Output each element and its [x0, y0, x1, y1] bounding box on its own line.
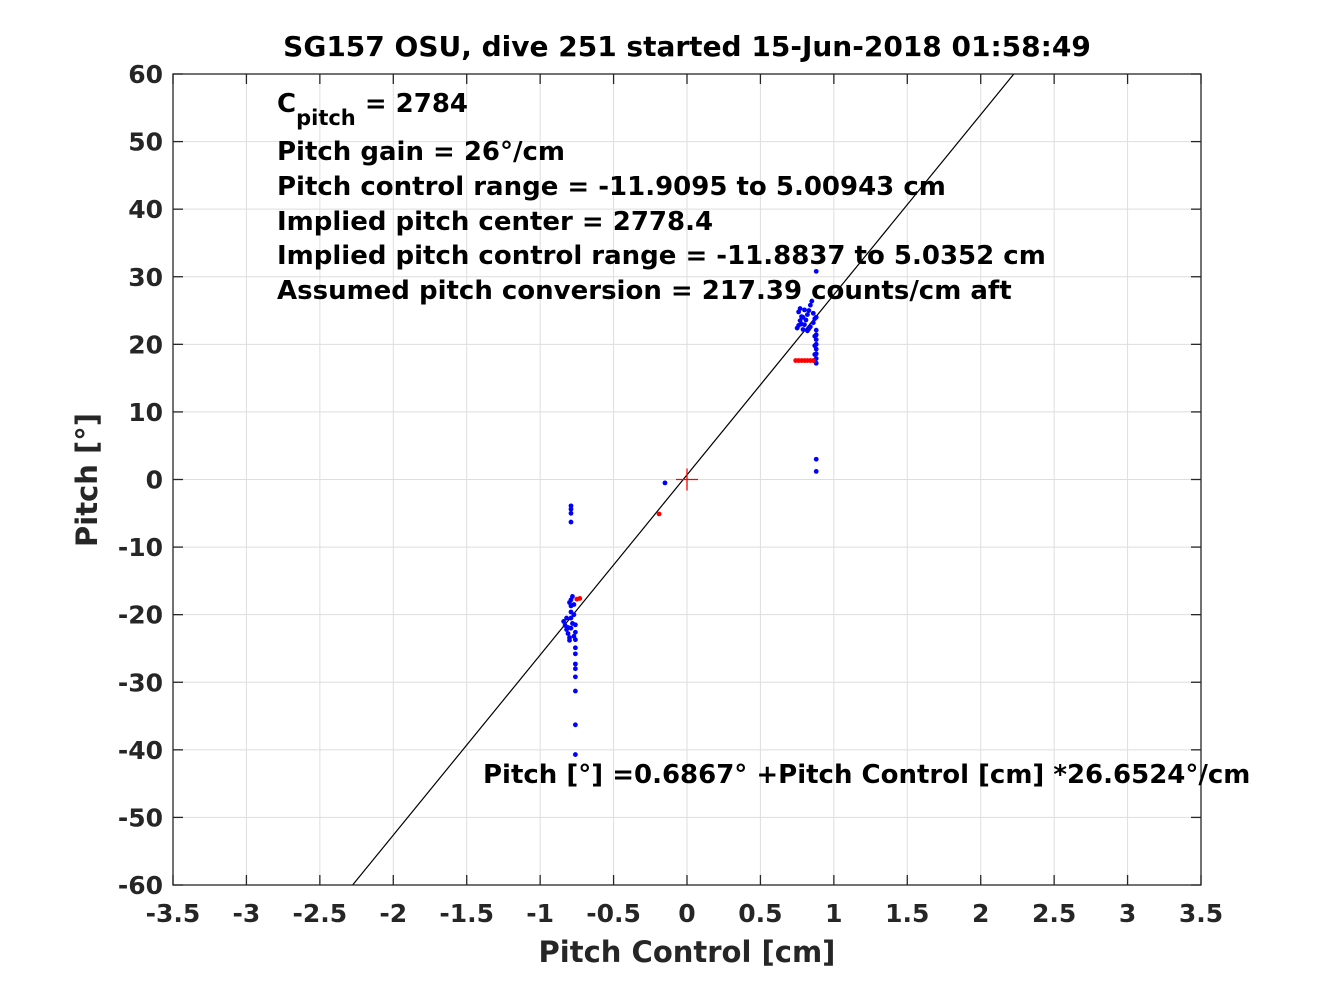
- y-tick-label: 40: [128, 195, 163, 224]
- pitch-control-range-annotation: Pitch control range = -11.9095 to 5.0094…: [277, 172, 946, 202]
- fit-equation-annotation: Pitch [°] =0.6867° +Pitch Control [cm] *…: [483, 760, 1250, 790]
- data-point: [567, 600, 572, 605]
- x-tick-label: 0.5: [738, 899, 782, 928]
- data-point: [802, 307, 807, 313]
- data-point: [812, 343, 818, 349]
- data-point: [806, 308, 812, 313]
- data-point: [561, 619, 567, 624]
- tick-labels: -3.5 -3 -2.5 -2 -1.5 -1 -0.5 0 0.5 1 1.5 2 2.5 3 3.5 -6…: [118, 60, 1223, 928]
- data-point: [656, 511, 662, 517]
- data-point: [568, 615, 574, 621]
- data-point: [572, 674, 578, 680]
- data-point: [568, 503, 574, 509]
- data-point: [810, 310, 816, 316]
- data-point: [807, 302, 813, 308]
- x-tick-label: 3: [1119, 899, 1136, 928]
- chart-title: SG157 OSU, dive 251 started 15-Jun-2018 …: [283, 30, 1091, 63]
- data-point: [572, 722, 578, 728]
- y-tick-label: 0: [146, 466, 163, 495]
- scatter-points: [561, 268, 819, 757]
- y-tick-label: -40: [118, 736, 163, 765]
- data-point: [800, 327, 806, 332]
- data-point: [568, 510, 574, 516]
- data-point: [572, 752, 578, 757]
- data-point: [568, 519, 574, 525]
- implied-pitch-control-range-annotation: Implied pitch control range = -11.8837 t…: [277, 241, 1046, 271]
- data-point: [813, 314, 819, 320]
- data-point: [805, 328, 810, 334]
- x-tick-label: -2.5: [293, 899, 348, 928]
- x-tick-label: -3: [233, 899, 261, 928]
- data-point: [807, 324, 813, 330]
- x-tick-label: -0.5: [586, 899, 641, 928]
- x-tick-label: -1: [526, 899, 554, 928]
- center-marker-group: [676, 468, 698, 491]
- x-tick-label: 2: [972, 899, 989, 928]
- y-tick-label: -50: [118, 803, 163, 832]
- data-point: [799, 321, 804, 327]
- x-axis-label: Pitch Control [cm]: [539, 935, 836, 969]
- data-point: [810, 320, 816, 326]
- x-tick-label: 1: [825, 899, 842, 928]
- data-point: [813, 468, 819, 474]
- x-tick-label: -3.5: [146, 899, 201, 928]
- axis-ticks: [172, 73, 1202, 886]
- data-point: [571, 612, 577, 618]
- x-tick-label: 1.5: [885, 899, 929, 928]
- data-point: [564, 615, 569, 621]
- data-point: [574, 596, 580, 602]
- y-tick-label: 30: [128, 263, 163, 292]
- y-axis-label: Pitch [°]: [70, 413, 104, 547]
- x-tick-label: 3.5: [1179, 899, 1223, 928]
- data-point: [572, 661, 578, 667]
- data-point: [809, 298, 815, 304]
- data-point: [812, 333, 818, 339]
- data-point: [572, 629, 578, 635]
- data-point: [572, 651, 578, 657]
- data-point: [813, 456, 819, 462]
- assumed-pitch-conversion-annotation: Assumed pitch conversion = 217.39 counts…: [277, 276, 1012, 306]
- data-point: [572, 645, 578, 651]
- implied-pitch-center-annotation: Implied pitch center = 2778.4: [277, 207, 713, 237]
- y-tick-label: -60: [118, 871, 163, 900]
- x-tick-label: 0: [678, 899, 695, 928]
- data-point: [571, 602, 577, 607]
- y-tick-label: 20: [128, 330, 163, 359]
- x-tick-label: 2.5: [1032, 899, 1076, 928]
- data-point: [572, 688, 578, 694]
- data-point: [813, 327, 819, 333]
- data-point: [800, 314, 806, 320]
- c-pitch-main: C: [277, 89, 296, 119]
- data-point: [797, 306, 803, 311]
- y-tick-label: 10: [128, 398, 163, 427]
- data-point: [572, 666, 578, 672]
- y-tick-label: -30: [118, 668, 163, 697]
- c-pitch-subscript: pitch: [296, 106, 356, 130]
- x-tick-label: -2: [379, 899, 407, 928]
- y-tick-label: 60: [128, 60, 163, 89]
- data-point: [813, 268, 819, 274]
- data-point: [567, 637, 572, 643]
- data-point: [568, 506, 574, 512]
- data-point: [572, 622, 578, 628]
- data-point: [565, 625, 571, 630]
- data-point: [565, 631, 571, 636]
- data-point: [570, 594, 575, 599]
- x-tick-label: -1.5: [439, 899, 494, 928]
- data-point: [810, 358, 816, 363]
- y-tick-label: -10: [118, 533, 163, 562]
- c-pitch-annotation: Cpitch = 2784: [277, 89, 468, 130]
- c-pitch-value: = 2784: [356, 89, 468, 119]
- data-point: [662, 480, 668, 486]
- y-tick-label: 50: [128, 128, 163, 157]
- data-point: [571, 633, 577, 639]
- data-point: [812, 352, 818, 357]
- pitch-gain-annotation: Pitch gain = 26°/cm: [277, 137, 565, 167]
- y-tick-label: -20: [118, 601, 163, 630]
- data-point: [805, 312, 810, 317]
